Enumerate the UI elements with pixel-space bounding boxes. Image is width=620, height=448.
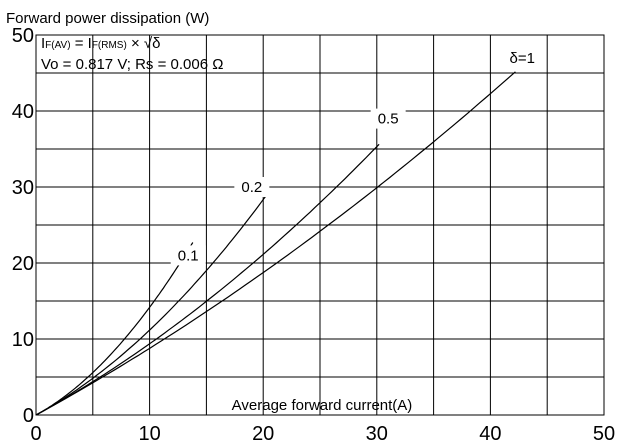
anno-i: I (41, 35, 45, 52)
x-tick-label: 50 (593, 423, 615, 443)
series-label-bg (504, 47, 540, 68)
series-label-bg (370, 108, 406, 129)
anno-rms-sub: F(RMS) (92, 40, 127, 51)
y-tick-label: 10 (12, 329, 34, 351)
series-line (35, 194, 268, 416)
y-tick-label: 50 (12, 25, 34, 47)
axis-ticks: 0 10 20 30 40 50 0 10 20 30 40 50 (12, 25, 615, 445)
series-line (35, 242, 194, 416)
anno-i-sub: F(AV) (45, 40, 70, 51)
x-axis-title: Average forward current(A) (232, 397, 413, 414)
series (35, 71, 516, 416)
annotation-box: IF(AV) = IF(RMS) × √δ Vo = 0.817 V; Rs =… (41, 35, 223, 73)
series-label: 0.1 (178, 247, 199, 264)
y-tick-label: 40 (12, 101, 34, 123)
series-label: 0.2 (241, 179, 262, 196)
plot-frame (35, 34, 605, 416)
grid (35, 34, 605, 416)
x-tick-label: 30 (366, 423, 388, 443)
annotation-line-1: IF(AV) = IF(RMS) × √δ (41, 35, 161, 52)
series-line (35, 71, 516, 416)
series-labels: δ=1 0.5 0.2 0.1 (170, 47, 540, 266)
series-label: δ=1 (509, 50, 534, 67)
y-axis-title: Forward power dissipation (W) (6, 10, 209, 27)
series-label: 0.5 (378, 111, 399, 128)
series-line (35, 143, 380, 416)
x-tick-label: 10 (138, 423, 160, 443)
annotation-line-2: Vo = 0.817 V; Rs = 0.006 Ω (41, 56, 223, 73)
x-tick-label: 40 (479, 423, 501, 443)
anno-delta: × √δ (127, 35, 161, 52)
x-tick-label: 20 (252, 423, 274, 443)
anno-eq: = I (71, 35, 92, 52)
series-label-bg (170, 245, 206, 266)
y-tick-label: 0 (23, 405, 34, 427)
y-tick-label: 20 (12, 253, 34, 275)
x-tick-label: 0 (30, 423, 41, 443)
y-tick-label: 30 (12, 177, 34, 199)
series-label-bg (234, 177, 270, 197)
